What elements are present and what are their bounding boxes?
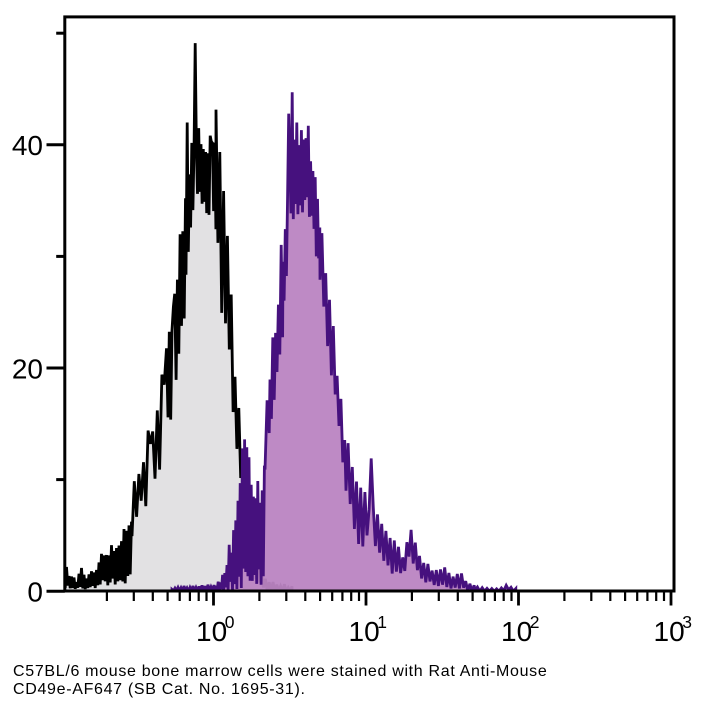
svg-text:20: 20 <box>12 353 43 384</box>
svg-text:0: 0 <box>27 577 43 608</box>
svg-text:10: 10 <box>654 616 685 647</box>
svg-text:1: 1 <box>377 612 387 632</box>
svg-text:10: 10 <box>196 616 227 647</box>
svg-text:10: 10 <box>349 616 380 647</box>
svg-text:10: 10 <box>501 616 532 647</box>
svg-text:40: 40 <box>12 130 43 161</box>
svg-text:2: 2 <box>530 612 540 632</box>
svg-text:3: 3 <box>682 612 692 632</box>
svg-text:0: 0 <box>225 612 235 632</box>
